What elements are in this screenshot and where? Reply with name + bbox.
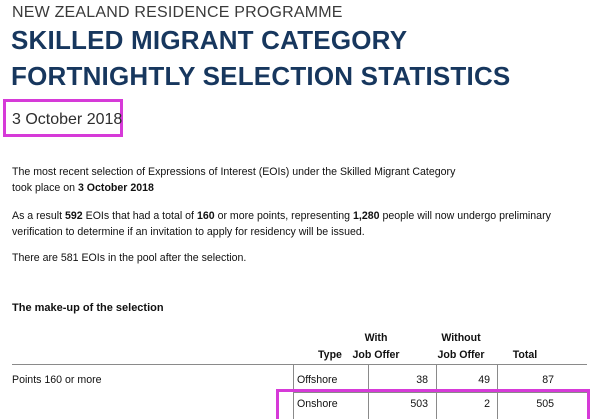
intro-line2-prefix: took place on <box>12 182 78 194</box>
result-text-c: or more points, representing <box>214 210 354 222</box>
header-total: Total <box>512 349 538 361</box>
selection-date: 3 October 2018 <box>12 111 123 128</box>
intro-line2: took place on 3 October 2018 <box>12 182 154 195</box>
row-offshore-type: Offshore <box>297 374 338 386</box>
result-text-a: As a result <box>12 210 65 222</box>
intro-line1: The most recent selection of Expressions… <box>12 166 456 178</box>
header-with-line1: With <box>364 332 388 344</box>
result-points: 160 <box>196 210 215 222</box>
result-people: 1,280 <box>353 210 380 222</box>
pool-line: There are 581 EOIs in the pool after the… <box>12 252 247 264</box>
section-title: The make-up of the selection <box>12 302 164 314</box>
header-with-line2: Job Offer <box>352 349 400 361</box>
page-title-line2: FORTNIGHTLY SELECTION STATISTICS <box>11 61 511 91</box>
result-line2: verification to determine if an invitati… <box>12 226 365 238</box>
result-eois: 592 <box>65 210 83 222</box>
group-label: Points 160 or more <box>12 374 102 386</box>
programme-label: NEW ZEALAND RESIDENCE PROGRAMME <box>12 4 343 21</box>
row-onshore-without: 2 <box>484 398 490 410</box>
table-row-rule <box>293 392 587 393</box>
onshore-highlight-box <box>276 389 590 419</box>
header-without-line2: Job Offer <box>437 349 485 361</box>
date-highlight-box <box>3 99 123 137</box>
row-onshore-type: Onshore <box>297 398 338 410</box>
row-offshore-without: 49 <box>478 374 490 386</box>
table-header-rule <box>12 364 587 365</box>
result-text-b: EOIs that had a total of <box>82 210 197 222</box>
header-type: Type <box>318 349 342 361</box>
row-onshore-with: 503 <box>410 398 428 410</box>
intro-date: 3 October 2018 <box>77 182 154 194</box>
result-line1: As a result 592 EOIs that had a total of… <box>12 210 551 223</box>
result-text-d: people will now undergo preliminary <box>379 210 551 222</box>
row-offshore-total: 87 <box>542 374 554 386</box>
row-offshore-with: 38 <box>416 374 428 386</box>
row-onshore-total: 505 <box>536 398 554 410</box>
header-without-line1: Without <box>441 332 481 344</box>
page-title-line1: SKILLED MIGRANT CATEGORY <box>11 25 408 55</box>
